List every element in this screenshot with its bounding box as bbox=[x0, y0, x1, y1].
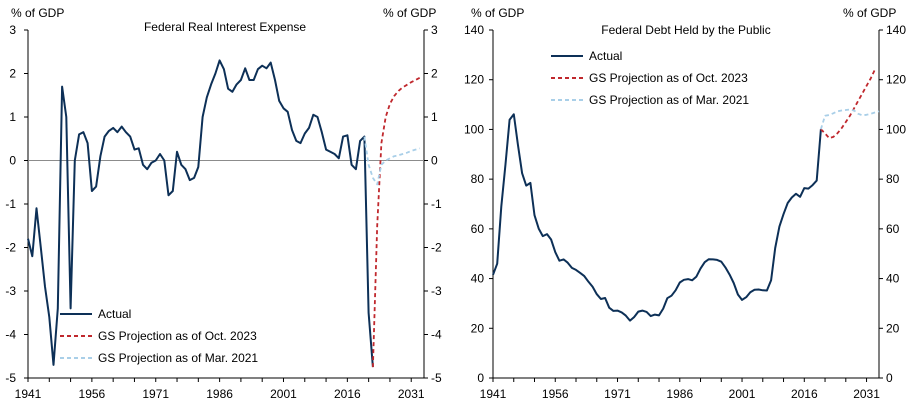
y-tick-label-right: 60 bbox=[886, 222, 900, 236]
series-line-gs-mar-2021 bbox=[820, 108, 880, 130]
y-tick-label-right: 140 bbox=[886, 23, 906, 37]
x-tick-label: 1956 bbox=[79, 387, 106, 401]
y-tick-label-right: 0 bbox=[431, 154, 438, 168]
x-tick-label: 1971 bbox=[142, 387, 169, 401]
y-tick-label-left: 80 bbox=[471, 172, 485, 186]
legend-label: GS Projection as of Oct. 2023 bbox=[589, 71, 748, 85]
y-tick-label-left: 0 bbox=[9, 154, 16, 168]
x-tick-label: 2031 bbox=[398, 387, 425, 401]
y-tick-label-right: 3 bbox=[431, 23, 438, 37]
y-unit-label-right: % of GDP bbox=[843, 6, 896, 20]
y-unit-label-left: % of GDP bbox=[11, 6, 64, 20]
chart-title: Federal Debt Held by the Public bbox=[601, 23, 770, 37]
y-tick-label-left: -2 bbox=[5, 241, 16, 255]
chart-title: Federal Real Interest Expense bbox=[144, 20, 306, 34]
x-tick-label: 1941 bbox=[15, 387, 42, 401]
series-line-gs-oct-2023 bbox=[372, 77, 421, 368]
x-tick-label: 1956 bbox=[542, 387, 569, 401]
y-tick-label-right: 120 bbox=[886, 73, 906, 87]
x-tick-label: 1941 bbox=[480, 387, 507, 401]
series-line-gs-mar-2021 bbox=[363, 136, 420, 186]
y-tick-label-right: -1 bbox=[431, 197, 442, 211]
legend-label: Actual bbox=[98, 307, 131, 321]
legend-label: GS Projection as of Mar. 2021 bbox=[98, 351, 258, 365]
y-unit-label-right: % of GDP bbox=[383, 6, 436, 20]
x-tick-label: 2001 bbox=[270, 387, 297, 401]
y-tick-label-right: -5 bbox=[431, 371, 442, 385]
x-tick-label: 1986 bbox=[206, 387, 233, 401]
legend-label: GS Projection as of Oct. 2023 bbox=[98, 329, 257, 343]
legend-label: Actual bbox=[589, 49, 622, 63]
panel-real-interest-expense: % of GDP % of GDP Federal Real Interest Ex… bbox=[5, 6, 442, 401]
y-tick-label-left: 20 bbox=[471, 321, 485, 335]
y-tick-label-right: -3 bbox=[431, 284, 442, 298]
y-tick-label-right: 2 bbox=[431, 67, 438, 81]
y-tick-label-left: 100 bbox=[464, 122, 484, 136]
y-tick-label-left: 3 bbox=[9, 23, 16, 37]
y-tick-label-left: 2 bbox=[9, 67, 16, 81]
y-tick-label-left: 1 bbox=[9, 110, 16, 124]
y-tick-label-right: 0 bbox=[886, 371, 893, 385]
y-tick-label-left: 0 bbox=[477, 371, 484, 385]
series-line-actual bbox=[492, 113, 822, 322]
y-tick-label-left: -1 bbox=[5, 197, 16, 211]
y-tick-label-left: 40 bbox=[471, 272, 485, 286]
y-tick-label-right: 40 bbox=[886, 272, 900, 286]
y-tick-label-right: 100 bbox=[886, 122, 906, 136]
y-tick-label-left: 140 bbox=[464, 23, 484, 37]
y-tick-label-right: 80 bbox=[886, 172, 900, 186]
legend: Actual GS Projection as of Oct. 2023 GS Pr… bbox=[551, 49, 749, 107]
y-tick-label-right: 20 bbox=[886, 321, 900, 335]
legend: Actual GS Projection as of Oct. 2023 GS Pr… bbox=[60, 307, 258, 365]
x-tick-label: 2001 bbox=[729, 387, 756, 401]
legend-label: GS Projection as of Mar. 2021 bbox=[589, 93, 749, 107]
y-tick-label-right: -4 bbox=[431, 328, 442, 342]
x-tick-label: 1971 bbox=[604, 387, 631, 401]
x-tick-label: 2016 bbox=[791, 387, 818, 401]
series-line-actual bbox=[27, 59, 374, 368]
y-tick-label-left: 60 bbox=[471, 222, 485, 236]
y-tick-label-left: -5 bbox=[5, 371, 16, 385]
series-line-gs-oct-2023 bbox=[820, 69, 876, 140]
y-tick-label-right: 1 bbox=[431, 110, 438, 124]
y-unit-label-left: % of GDP bbox=[471, 6, 524, 20]
x-tick-label: 2016 bbox=[334, 387, 361, 401]
x-tick-label: 1986 bbox=[666, 387, 693, 401]
y-tick-label-left: -3 bbox=[5, 284, 16, 298]
y-tick-label-left: -4 bbox=[5, 328, 16, 342]
panel-debt-held-by-public: % of GDP % of GDP Federal Debt Held by the… bbox=[464, 6, 906, 401]
x-tick-label: 2031 bbox=[853, 387, 880, 401]
y-tick-label-right: -2 bbox=[431, 241, 442, 255]
y-tick-label-left: 120 bbox=[464, 73, 484, 87]
